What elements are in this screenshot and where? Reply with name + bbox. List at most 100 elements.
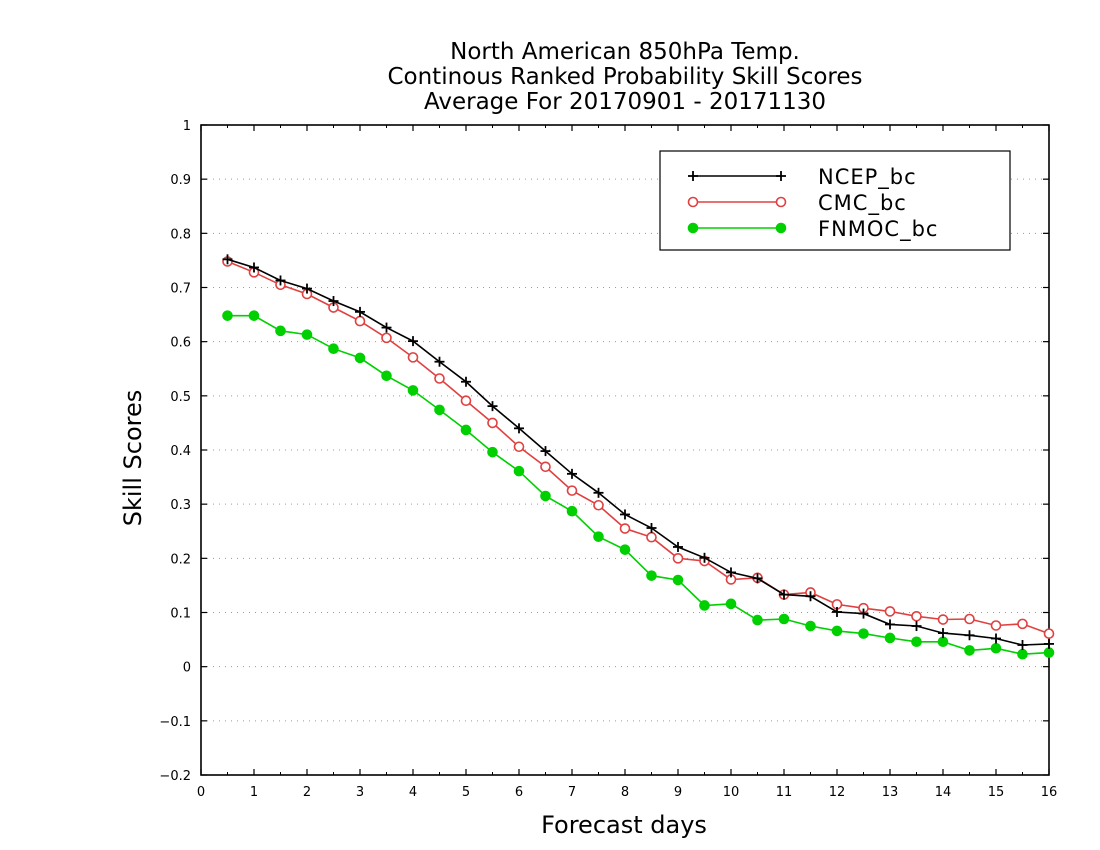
- series-line-cmc-bc: [227, 260, 1050, 635]
- data-point-fnmoc-bc: [407, 385, 419, 396]
- data-point-fnmoc-bc: [672, 574, 684, 586]
- data-point-ncep-bc: [434, 356, 445, 367]
- legend-label-cmc-bc: CMC_bc: [818, 191, 907, 216]
- data-point-cmc-bc: [1043, 628, 1055, 639]
- data-point-cmc-bc: [487, 417, 498, 429]
- data-point-ncep-bc: [567, 468, 577, 479]
- y-tick-label: 1: [183, 119, 191, 134]
- legend-item-cmc-bc: CMC_bc: [687, 191, 907, 216]
- data-point-cmc-bc: [381, 332, 392, 344]
- series-ncep-bc: [222, 254, 1054, 650]
- data-point-ncep-bc: [991, 633, 1001, 644]
- series-line-fnmoc-bc: [227, 314, 1050, 656]
- data-point-fnmoc-bc: [805, 620, 816, 632]
- data-point-ncep-bc: [514, 423, 524, 434]
- data-point-cmc-bc: [646, 531, 657, 543]
- x-tick-label: 1: [250, 785, 258, 800]
- legend-label-fnmoc-bc: FNMOC_bc: [818, 217, 938, 242]
- data-point-ncep-bc: [673, 541, 683, 552]
- data-point-ncep-bc: [408, 336, 418, 347]
- data-point-ncep-bc: [381, 322, 392, 333]
- legend-box: [659, 150, 1011, 251]
- x-tick-label: 7: [568, 785, 576, 800]
- data-point-fnmoc-bc: [884, 632, 896, 644]
- data-point-cmc-bc: [540, 461, 551, 473]
- legend-marker-cmc-bc: [687, 196, 699, 208]
- data-point-fnmoc-bc: [460, 424, 472, 436]
- data-point-fnmoc-bc: [248, 310, 260, 321]
- x-tick-label: 14: [935, 785, 952, 800]
- x-tick-label: 9: [674, 785, 682, 800]
- data-point-fnmoc-bc: [990, 642, 1002, 654]
- data-point-fnmoc-bc: [354, 352, 366, 364]
- series-lines: [222, 254, 1055, 660]
- data-point-ncep-bc: [328, 296, 339, 307]
- x-tick-label: 6: [515, 785, 523, 800]
- legend-item-ncep-bc: NCEP_bc: [688, 165, 917, 190]
- legend-item-fnmoc-bc: FNMOC_bc: [687, 217, 938, 242]
- legend-marker-cmc-bc: [775, 196, 787, 208]
- data-point-fnmoc-bc: [725, 598, 737, 610]
- data-point-cmc-bc: [1017, 618, 1028, 630]
- legend-label-ncep-bc: NCEP_bc: [818, 165, 917, 190]
- y-tick-label: 0: [183, 661, 191, 676]
- data-point-cmc-bc: [884, 606, 896, 617]
- data-point-ncep-bc: [726, 567, 736, 578]
- data-point-ncep-bc: [1017, 640, 1028, 650]
- x-axis-label: Forecast days: [541, 811, 707, 839]
- y-tick-label: 0.3: [170, 498, 191, 513]
- data-point-ncep-bc: [964, 630, 975, 641]
- x-tick-label: 5: [462, 785, 470, 800]
- data-point-cmc-bc: [460, 395, 472, 407]
- data-point-fnmoc-bc: [1043, 647, 1055, 658]
- data-point-ncep-bc: [752, 573, 763, 584]
- data-point-ncep-bc: [1044, 638, 1054, 649]
- y-tick-label: 0.6: [170, 336, 191, 351]
- data-point-ncep-bc: [646, 523, 657, 533]
- y-tick-label: 0.8: [170, 227, 191, 242]
- data-point-cmc-bc: [354, 315, 366, 327]
- grid-lines: [201, 178, 1049, 722]
- data-point-fnmoc-bc: [831, 625, 843, 637]
- chart-title-line-3: Average For 20170901 - 20171130: [424, 89, 826, 115]
- data-point-fnmoc-bc: [593, 531, 604, 542]
- x-tick-label: 16: [1041, 785, 1058, 800]
- x-tick-label: 4: [409, 785, 417, 800]
- x-tick-label: 3: [356, 785, 364, 800]
- data-point-cmc-bc: [990, 620, 1002, 631]
- data-point-fnmoc-bc: [540, 490, 551, 502]
- data-point-ncep-bc: [275, 275, 286, 286]
- data-point-ncep-bc: [620, 509, 630, 520]
- axes: −0.2−0.100.10.20.30.40.50.60.70.80.910 1 2…: [159, 119, 1057, 800]
- data-point-ncep-bc: [487, 401, 498, 412]
- chart-title-line-1: North American 850hPa Temp.: [450, 39, 800, 65]
- data-point-fnmoc-bc: [619, 544, 631, 555]
- data-point-ncep-bc: [938, 628, 948, 639]
- data-point-ncep-bc: [302, 283, 312, 294]
- data-point-cmc-bc: [911, 610, 922, 622]
- series-fnmoc-bc: [222, 310, 1055, 660]
- data-point-ncep-bc: [222, 254, 233, 265]
- data-point-fnmoc-bc: [911, 636, 922, 648]
- y-axis-label: Skill Scores: [119, 390, 147, 527]
- data-point-cmc-bc: [407, 352, 419, 363]
- data-point-fnmoc-bc: [937, 636, 949, 648]
- y-tick-label: −0.1: [159, 715, 191, 730]
- chart-title-line-2: Continous Ranked Probability Skill Score…: [387, 64, 862, 90]
- data-point-cmc-bc: [513, 441, 525, 453]
- data-point-cmc-bc: [619, 523, 631, 534]
- data-point-ncep-bc: [355, 306, 365, 317]
- plot-frame: [200, 124, 1050, 776]
- x-tick-label: 0: [197, 785, 205, 800]
- y-tick-label: 0.2: [170, 552, 191, 567]
- data-point-fnmoc-bc: [778, 613, 790, 625]
- data-point-cmc-bc: [672, 553, 684, 564]
- y-tick-label: 0.5: [170, 390, 191, 405]
- legend-marker-fnmoc-bc: [775, 222, 787, 234]
- y-tick-label: 0.4: [170, 444, 191, 459]
- data-point-fnmoc-bc: [381, 370, 392, 382]
- data-point-fnmoc-bc: [752, 614, 763, 626]
- data-point-ncep-bc: [699, 552, 710, 563]
- x-tick-label: 13: [882, 785, 899, 800]
